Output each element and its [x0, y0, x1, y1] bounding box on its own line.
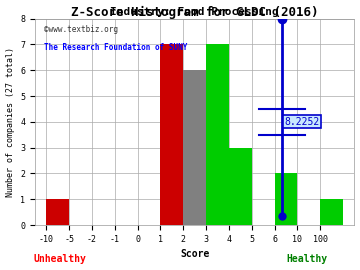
Bar [320, 199, 343, 225]
Text: Industry: Food Processing: Industry: Food Processing [110, 6, 279, 16]
Text: 8.2252: 8.2252 [284, 117, 319, 127]
Text: The Research Foundation of SUNY: The Research Foundation of SUNY [44, 43, 188, 52]
Bar [275, 173, 297, 225]
Bar [206, 45, 229, 225]
X-axis label: Score: Score [180, 249, 209, 259]
Bar [46, 199, 69, 225]
Title: Z-Score Histogram for GLDC (2016): Z-Score Histogram for GLDC (2016) [71, 6, 318, 19]
Bar [183, 70, 206, 225]
Text: Unhealthy: Unhealthy [34, 254, 87, 264]
Bar [229, 148, 252, 225]
Y-axis label: Number of companies (27 total): Number of companies (27 total) [5, 47, 14, 197]
Bar [161, 45, 183, 225]
Text: ©www.textbiz.org: ©www.textbiz.org [44, 25, 118, 34]
Text: Healthy: Healthy [286, 254, 327, 264]
